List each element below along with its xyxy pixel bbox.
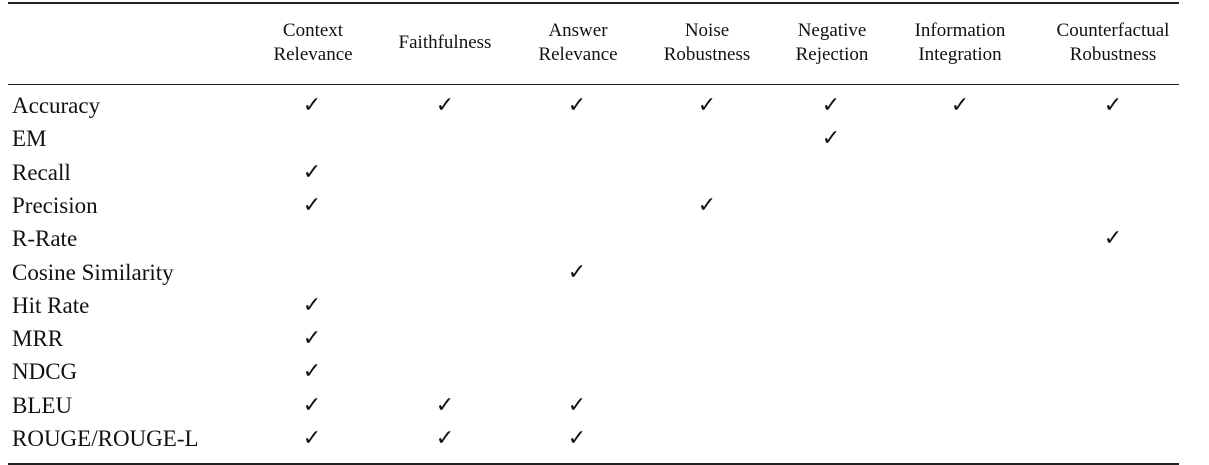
row-label: BLEU xyxy=(12,392,73,418)
row-label: NDCG xyxy=(12,359,78,385)
check-mark-icon: ✓ xyxy=(302,359,322,385)
row-label: Cosine Similarity xyxy=(12,259,174,285)
check-mark-icon: ✓ xyxy=(435,392,455,418)
check-mark-icon: ✓ xyxy=(821,126,841,152)
check-mark-icon: ✓ xyxy=(697,192,717,218)
check-mark-icon: ✓ xyxy=(567,392,587,418)
row-label: EM xyxy=(12,126,47,152)
check-mark-icon: ✓ xyxy=(697,93,717,118)
row-label: MRR xyxy=(12,326,64,352)
check-mark-icon: ✓ xyxy=(950,93,970,118)
header-negative-rejection: Negative Rejection xyxy=(795,20,869,65)
check-mark-icon: ✓ xyxy=(567,93,587,118)
check-mark-icon: ✓ xyxy=(435,426,455,451)
header-counterfactual-robustness: Counterfactual Robustness xyxy=(1056,20,1170,65)
check-mark-icon: ✓ xyxy=(435,93,455,118)
check-mark-icon: ✓ xyxy=(302,426,322,451)
header-answer-relevance: Answer Relevance xyxy=(538,20,618,65)
check-mark-icon: ✓ xyxy=(567,259,587,285)
table-bottom-rule xyxy=(8,463,1179,465)
check-mark-icon: ✓ xyxy=(302,326,322,352)
check-mark-icon: ✓ xyxy=(302,392,322,418)
row-label: Recall xyxy=(12,159,71,185)
check-mark-icon: ✓ xyxy=(821,93,841,118)
table-top-rule xyxy=(8,2,1179,4)
row-label: Precision xyxy=(12,192,98,218)
row-label: R-Rate xyxy=(12,226,78,252)
check-mark-icon: ✓ xyxy=(302,192,322,218)
check-mark-icon: ✓ xyxy=(1103,93,1123,118)
header-faithfulness: Faithfulness xyxy=(398,32,492,53)
row-label: Hit Rate xyxy=(12,292,90,318)
check-mark-icon: ✓ xyxy=(302,292,322,318)
row-label: ROUGE/ROUGE-L xyxy=(12,426,199,451)
header-rule xyxy=(8,84,1179,85)
row-label: Accuracy xyxy=(12,93,101,118)
header-information-integration: Information Integration xyxy=(914,20,1006,65)
check-mark-icon: ✓ xyxy=(302,159,322,185)
check-mark-icon: ✓ xyxy=(567,426,587,451)
check-mark-icon: ✓ xyxy=(302,93,322,118)
header-noise-robustness: Noise Robustness xyxy=(663,20,751,65)
check-mark-icon: ✓ xyxy=(1103,226,1123,252)
header-context-relevance: Context Relevance xyxy=(273,20,353,65)
